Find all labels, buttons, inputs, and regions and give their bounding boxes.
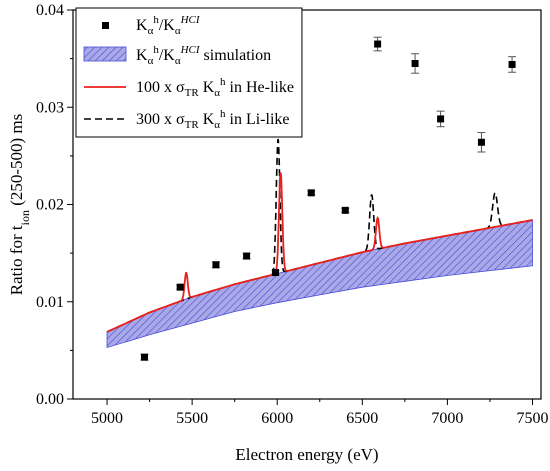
legend-frame (75, 7, 303, 138)
legend-label-tail: in Li-like (226, 111, 290, 128)
legend-label-mid: K (199, 111, 215, 128)
x-tick-label: 7000 (431, 410, 463, 427)
legend-marker-swatch (102, 22, 109, 29)
legend-label-sub: α (148, 25, 154, 37)
data-point-marker (307, 189, 315, 197)
data-point (211, 261, 220, 269)
data-point-marker (508, 60, 516, 68)
data-point-marker (176, 283, 184, 291)
data-point-marker (477, 138, 485, 146)
y-axis-title: Ratio for tion (250-500) ms (7, 114, 32, 296)
legend-label-sup: h (153, 44, 159, 56)
legend-item: 100 x σTR Kαh in He-like (84, 76, 294, 99)
legend-item: Kαh/KαHCI simulation (83, 44, 271, 67)
data-point (271, 269, 280, 277)
legend-label: 100 x σTR Kαh in He-like (136, 76, 294, 99)
y-tick-label: 0.01 (36, 294, 64, 311)
y-tick-label: 0.04 (36, 2, 64, 19)
axes: 5000 5500 6000 6500 7000 7500 0.00 0.01 0.02 0.03… (36, 2, 548, 427)
y-tick-label: 0.02 (36, 197, 64, 214)
legend-label-sup2: HCI (180, 44, 201, 56)
data-point (411, 53, 420, 74)
data-point-marker (243, 252, 251, 260)
data-point-marker (212, 261, 220, 269)
x-tick-label: 6000 (261, 410, 293, 427)
legend-label: Kαh/KαHCI (136, 14, 201, 37)
data-point (242, 252, 251, 260)
legend-item: Kαh/KαHCI (102, 14, 201, 37)
x-tick-label: 6500 (346, 410, 378, 427)
legend-label-pre: 100 x σ (136, 79, 185, 96)
legend-label-sup2: HCI (180, 14, 201, 26)
legend-label-tail: in He-like (226, 79, 294, 96)
data-point-marker (437, 115, 445, 123)
plot-area (106, 36, 533, 361)
data-point-marker (272, 269, 280, 277)
he-like-red-line (106, 172, 533, 333)
y-axis-title-pre: Ratio for t (7, 225, 26, 295)
legend-label-sub2: α (175, 25, 181, 37)
legend-label-tail: simulation (200, 47, 272, 64)
legend-label-sup: h (153, 14, 159, 26)
data-point (176, 283, 185, 291)
legend-label-mid: K (199, 79, 215, 96)
y-axis-title-sub: ion (18, 210, 32, 225)
data-point (436, 110, 445, 128)
data-point (307, 189, 316, 197)
legend-label-sub: α (148, 55, 154, 67)
legend-label-sub: TR (185, 119, 200, 131)
legend-label-sep: /K (159, 17, 175, 34)
legend-label-pre: 300 x σ (136, 111, 185, 128)
data-point (373, 36, 382, 52)
data-point-marker (341, 206, 349, 214)
legend-label-sub2: α (175, 55, 181, 67)
y-axis-title-post: (250-500) ms (7, 114, 26, 210)
x-tick-label: 5000 (91, 410, 123, 427)
y-tick-label: 0.00 (36, 391, 64, 408)
x-axis-title: Electron energy (eV) (235, 445, 378, 464)
legend-label: 300 x σTR Kαh in Li-like (136, 108, 290, 131)
legend-label-base: K (136, 47, 148, 64)
legend-label-sep: /K (159, 47, 175, 64)
legend-label-sup2: h (220, 108, 226, 120)
data-point-marker (411, 59, 419, 67)
y-tick-label: 0.03 (36, 99, 64, 116)
legend-label: Kαh/KαHCI simulation (136, 44, 271, 67)
data-point-marker (140, 353, 148, 361)
legend-label-sub: TR (185, 87, 200, 99)
data-point (341, 206, 350, 214)
x-tick-label: 7500 (516, 410, 548, 427)
simulation-band (106, 219, 533, 349)
legend-band-swatch (83, 46, 127, 62)
data-point (140, 353, 149, 361)
data-point (477, 132, 486, 153)
data-point (508, 56, 517, 73)
legend-label-base: K (136, 17, 148, 34)
legend-label-sub2: α (214, 87, 220, 99)
data-point-marker (374, 40, 382, 48)
legend-item: 300 x σTR Kαh in Li-like (84, 108, 290, 131)
x-tick-label: 5500 (176, 410, 208, 427)
legend-label-sub2: α (214, 119, 220, 131)
legend-label-sup2: h (220, 76, 226, 88)
